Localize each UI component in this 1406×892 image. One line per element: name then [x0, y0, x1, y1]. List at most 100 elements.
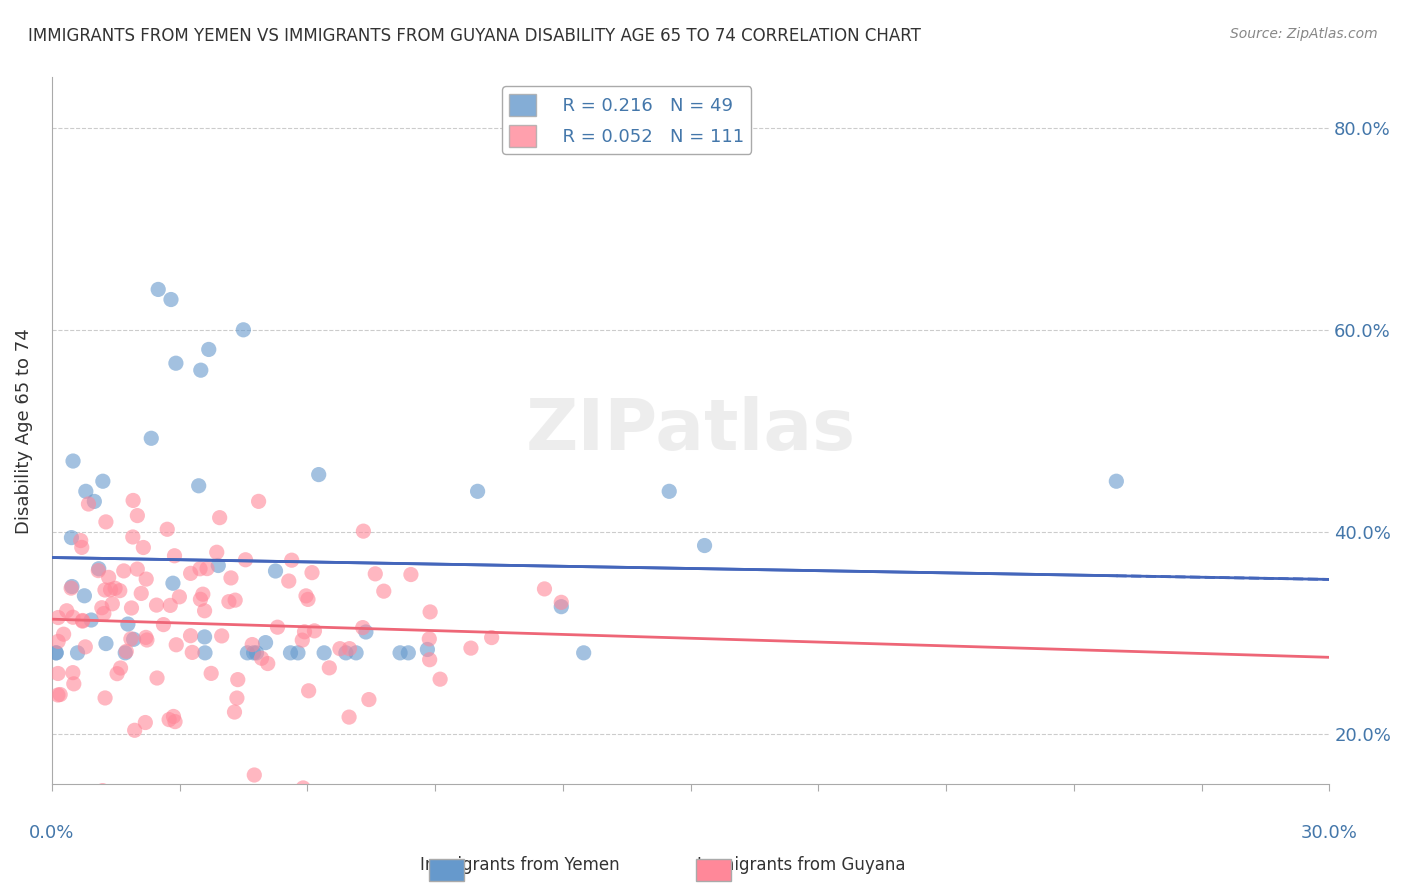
- Point: [329, 641, 352, 656]
- Point: [94, 690, 117, 705]
- Point: [93, 607, 115, 621]
- Point: [292, 780, 315, 795]
- Point: [165, 638, 187, 652]
- Point: [264, 564, 287, 578]
- Point: [152, 617, 174, 632]
- Point: [90, 600, 112, 615]
- Point: [357, 692, 380, 706]
- Point: [127, 562, 149, 576]
- Point: [75, 484, 97, 499]
- Point: [337, 710, 360, 724]
- Point: [280, 646, 302, 660]
- Point: [69, 533, 91, 548]
- Point: [122, 493, 145, 508]
- Point: [304, 624, 326, 638]
- Point: [146, 671, 169, 685]
- Point: [295, 589, 318, 603]
- Point: [105, 666, 128, 681]
- Point: [112, 564, 135, 578]
- Point: [399, 567, 422, 582]
- Point: [194, 646, 217, 660]
- Point: [91, 783, 114, 797]
- Point: [550, 599, 572, 614]
- Point: [180, 629, 202, 643]
- Point: [208, 510, 231, 524]
- Point: [55, 604, 77, 618]
- Point: [49, 688, 72, 702]
- Point: [240, 638, 263, 652]
- Text: ZIPatlas: ZIPatlas: [526, 396, 856, 466]
- Point: [344, 646, 367, 660]
- Point: [460, 641, 482, 656]
- Point: [572, 646, 595, 660]
- Point: [148, 282, 170, 296]
- Point: [280, 553, 302, 567]
- Point: [389, 646, 412, 660]
- Point: [205, 545, 228, 559]
- Point: [108, 583, 131, 598]
- Text: 30.0%: 30.0%: [1301, 824, 1358, 842]
- Point: [121, 601, 143, 615]
- Point: [318, 661, 340, 675]
- Point: [550, 595, 572, 609]
- Point: [46, 634, 69, 648]
- Point: [364, 566, 387, 581]
- Point: [194, 604, 217, 618]
- Point: [211, 787, 233, 801]
- Point: [72, 614, 94, 628]
- Point: [132, 541, 155, 555]
- Text: Immigrants from Guyana: Immigrants from Guyana: [697, 856, 905, 874]
- Point: [335, 646, 357, 660]
- Point: [72, 614, 94, 628]
- Point: [135, 572, 157, 586]
- Point: [165, 356, 187, 370]
- Point: [190, 363, 212, 377]
- Point: [60, 580, 83, 594]
- Point: [418, 632, 440, 646]
- Point: [481, 631, 503, 645]
- Point: [256, 657, 278, 671]
- Point: [245, 646, 267, 660]
- Point: [100, 582, 122, 597]
- Text: Source: ZipAtlas.com: Source: ZipAtlas.com: [1230, 27, 1378, 41]
- Point: [419, 605, 441, 619]
- Point: [122, 632, 145, 647]
- Point: [188, 562, 211, 576]
- Point: [104, 582, 127, 596]
- Point: [94, 636, 117, 650]
- Point: [121, 530, 143, 544]
- Point: [218, 595, 240, 609]
- Point: [62, 665, 84, 680]
- Point: [187, 479, 209, 493]
- Point: [163, 714, 186, 729]
- Point: [73, 589, 96, 603]
- Point: [135, 631, 157, 645]
- Point: [97, 570, 120, 584]
- Point: [226, 691, 249, 706]
- Point: [254, 635, 277, 649]
- Point: [224, 593, 246, 607]
- Point: [200, 666, 222, 681]
- Point: [70, 541, 93, 555]
- Point: [77, 497, 100, 511]
- Point: [429, 672, 451, 686]
- Point: [141, 431, 163, 445]
- Point: [191, 587, 214, 601]
- Point: [291, 633, 314, 648]
- Point: [297, 592, 319, 607]
- Point: [62, 454, 84, 468]
- Point: [226, 673, 249, 687]
- Point: [46, 610, 69, 624]
- Point: [62, 610, 84, 624]
- Point: [160, 293, 183, 307]
- Point: [83, 494, 105, 508]
- Text: Immigrants from Yemen: Immigrants from Yemen: [420, 856, 620, 874]
- Point: [46, 688, 69, 702]
- Point: [159, 599, 181, 613]
- Point: [129, 586, 152, 600]
- Point: [135, 632, 157, 647]
- Text: 0.0%: 0.0%: [30, 824, 75, 842]
- Point: [134, 715, 156, 730]
- Point: [219, 571, 242, 585]
- Point: [87, 562, 110, 576]
